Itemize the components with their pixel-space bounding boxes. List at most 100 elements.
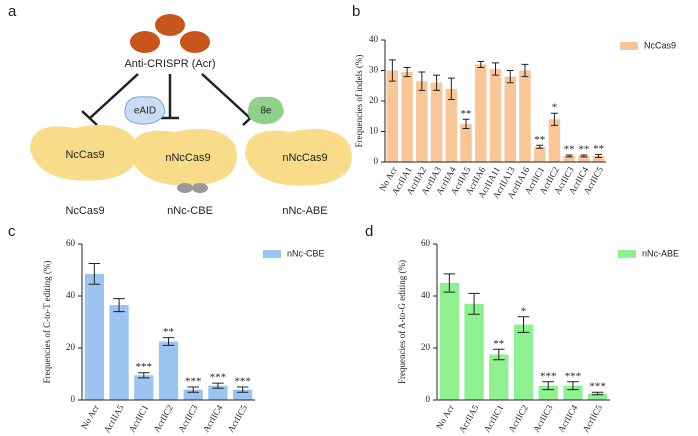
y-tick-label: 40: [369, 34, 379, 44]
error-bar: [591, 391, 604, 396]
bar: [563, 155, 575, 162]
error-bar: [517, 316, 530, 333]
bar: [548, 119, 561, 162]
error-bar: [580, 154, 588, 158]
x-tick-label: AcrIIA5: [102, 403, 126, 435]
y-tick-label: 10: [369, 126, 379, 136]
error-bar: [447, 77, 455, 100]
bar: [386, 70, 399, 162]
bar: [84, 273, 104, 400]
error-bar: [236, 386, 249, 393]
bar: [208, 385, 228, 400]
error-bar: [462, 118, 470, 129]
error-bar: [433, 74, 441, 91]
error-bar: [550, 112, 558, 126]
error-bar: [468, 292, 480, 315]
protein-label: nNcCas9: [282, 152, 327, 164]
error-bar: [521, 63, 529, 78]
inhibitor-label: Anti-CRISPR (Acr): [124, 58, 215, 70]
x-tick-label: AcrIIC4: [201, 403, 225, 434]
construct-name: nNc-CBE: [167, 205, 213, 217]
protein-label: NcCas9: [65, 149, 104, 161]
y-tick-label: 60: [421, 238, 431, 248]
legend-swatch: [263, 250, 281, 258]
x-tick-label: AcrIIC2: [506, 403, 530, 434]
x-tick-label: AcrIIC1: [127, 403, 151, 434]
legend-label: nNc-ABE: [642, 248, 679, 258]
error-bar: [492, 62, 499, 76]
protein-shape: [30, 124, 137, 181]
ugi-shape: [177, 183, 193, 193]
y-tick-label: 30: [369, 65, 379, 75]
significance-label: ***: [210, 372, 227, 384]
bar: [464, 303, 484, 400]
bar: [109, 305, 129, 400]
y-axis-label: Frequencies of indels (%): [354, 55, 364, 148]
y-tick-label: 40: [421, 290, 431, 300]
bar: [183, 389, 203, 400]
error-bar: [567, 381, 579, 391]
bar: [430, 82, 443, 162]
x-tick-label: AcrIIC2: [151, 403, 175, 434]
error-bar: [388, 59, 396, 82]
error-bar: [403, 66, 411, 78]
protein-shape: [245, 128, 352, 186]
significance-label: **: [578, 144, 589, 156]
construct-name: NcCas9: [65, 205, 104, 217]
construct-name: nNc-ABE: [282, 205, 327, 217]
significance-label: **: [493, 338, 504, 350]
panel-label: c: [8, 223, 16, 240]
significance-label: ***: [565, 370, 582, 382]
significance-label: **: [593, 143, 604, 155]
error-bar: [138, 372, 150, 379]
x-tick-label: No Acr: [79, 403, 101, 431]
y-tick-label: 0: [426, 394, 431, 404]
error-bar: [162, 337, 175, 346]
bar: [439, 283, 459, 400]
y-tick-label: 40: [66, 290, 76, 300]
error-bar: [595, 153, 603, 158]
error-bar: [212, 382, 224, 389]
deaminase-shape: [248, 96, 284, 125]
diagram: Anti-CRISPR (Acr) NcCas9 nNcCas9 nNcCas9…: [30, 14, 352, 217]
legend-label: NcCas9: [644, 40, 676, 50]
bar: [416, 81, 428, 162]
x-tick-label: AcrIIC5: [226, 403, 250, 434]
chart: 0 20 40 60 Frequencies of C-to-T editing (%)…: [42, 238, 324, 434]
error-bar: [418, 71, 426, 91]
legend-swatch: [618, 250, 636, 258]
bar: [504, 76, 516, 162]
x-tick-label: No Acr: [434, 403, 456, 431]
bar: [489, 354, 509, 400]
bar: [445, 88, 458, 162]
error-bar: [113, 298, 125, 313]
legend-label: nNc-CBE: [287, 248, 325, 258]
bar: [489, 68, 502, 162]
bar: [588, 393, 608, 400]
y-tick-label: 0: [374, 156, 379, 166]
y-axis-label: Frequencies of C-to-T editing (%): [42, 261, 52, 384]
domain-label: eAID: [134, 106, 156, 117]
significance-label: **: [461, 108, 472, 120]
domain-label: 8e: [260, 106, 272, 117]
y-axis-label: Frequencies of A-to-G editing (%): [397, 260, 407, 384]
protein-label: nNcCas9: [165, 152, 210, 164]
error-bar: [493, 348, 505, 361]
x-tick-label: AcrIIC4: [556, 403, 580, 434]
acr-icon: [130, 31, 160, 53]
ugi-shape: [192, 183, 208, 193]
error-bar: [542, 381, 554, 391]
bar: [519, 70, 531, 162]
panel-label: d: [365, 223, 373, 240]
x-tick-label: AcrIIC3: [176, 403, 200, 434]
bar: [592, 155, 605, 162]
acr-icon: [180, 31, 210, 53]
bar: [533, 146, 546, 162]
y-tick-label: 20: [421, 342, 431, 352]
x-tick-label: AcrIIC5: [581, 403, 605, 434]
error-bar: [536, 144, 544, 149]
chart: 0 20 40 60 Frequencies of A-to-G editing (%)…: [397, 238, 679, 434]
significance-label: ***: [136, 361, 153, 373]
